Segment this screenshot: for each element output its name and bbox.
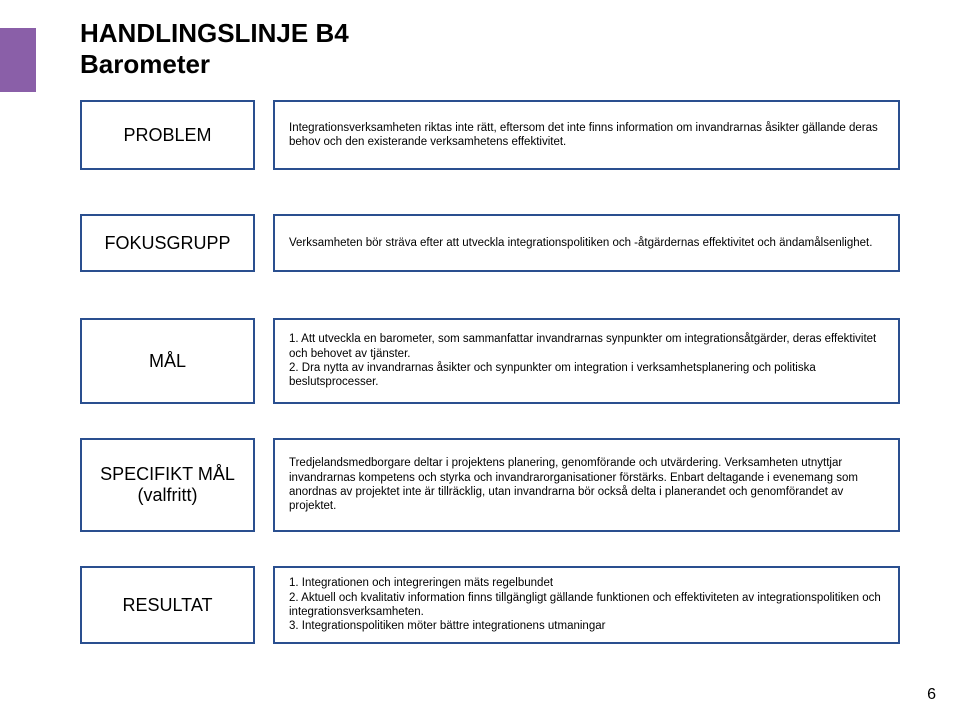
- diagram-rows: PROBLEM Integrationsverksamheten riktas i…: [80, 100, 900, 672]
- row-label: MÅL: [80, 318, 255, 404]
- row-content: Integrationsverksamheten riktas inte rät…: [273, 100, 900, 170]
- title-line-2: Barometer: [80, 49, 349, 80]
- row-label: PROBLEM: [80, 100, 255, 170]
- title-line-1: HANDLINGSLINJE B4: [80, 18, 349, 49]
- row-content: Verksamheten bör sträva efter att utveck…: [273, 214, 900, 272]
- diagram-row: FOKUSGRUPP Verksamheten bör sträva efter …: [80, 214, 900, 272]
- row-content: 1. Integrationen och integreringen mäts …: [273, 566, 900, 644]
- diagram-row: PROBLEM Integrationsverksamheten riktas i…: [80, 100, 900, 170]
- side-accent-tab: [0, 28, 36, 92]
- row-label: RESULTAT: [80, 566, 255, 644]
- diagram-row: SPECIFIKT MÅL (valfritt)Tredjelandsmedbo…: [80, 438, 900, 532]
- row-content: 1. Att utveckla en barometer, som samman…: [273, 318, 900, 404]
- row-content: Tredjelandsmedborgare deltar i projekten…: [273, 438, 900, 532]
- row-label: SPECIFIKT MÅL (valfritt): [80, 438, 255, 532]
- row-label: FOKUSGRUPP: [80, 214, 255, 272]
- diagram-row: RESULTAT1. Integrationen och integrering…: [80, 566, 900, 644]
- page-title: HANDLINGSLINJE B4 Barometer: [80, 18, 349, 80]
- diagram-row: MÅL1. Att utveckla en barometer, som sam…: [80, 318, 900, 404]
- page-number: 6: [927, 686, 936, 704]
